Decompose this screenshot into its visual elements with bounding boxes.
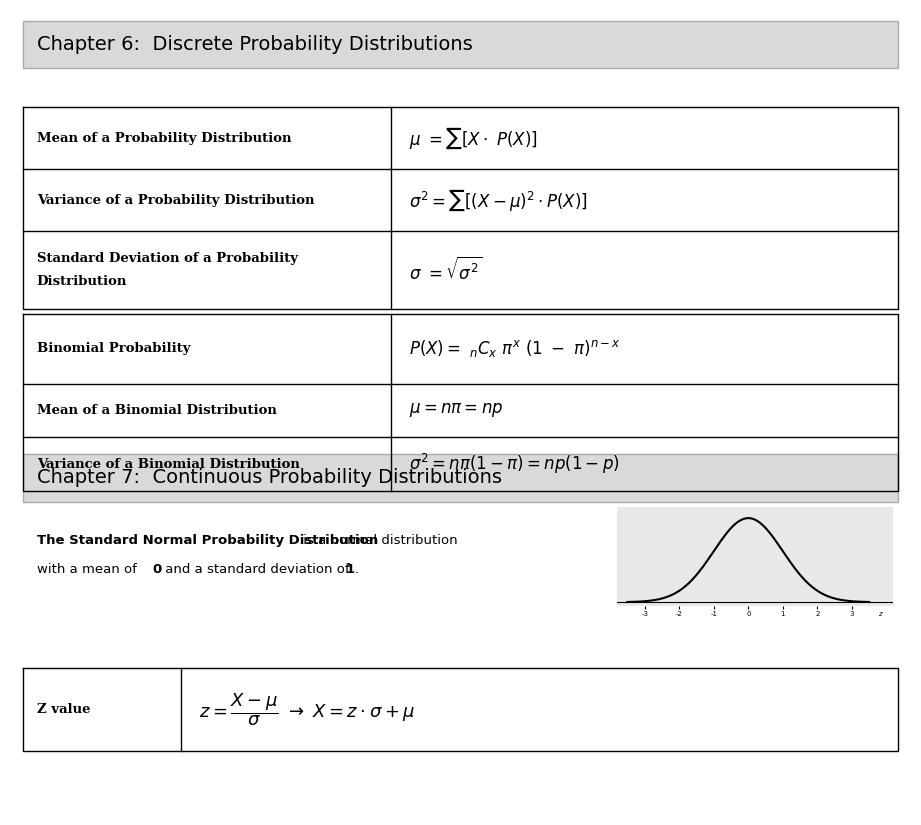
FancyBboxPatch shape bbox=[23, 454, 898, 502]
Text: Z value: Z value bbox=[37, 703, 90, 716]
Text: and a standard deviation of: and a standard deviation of bbox=[161, 563, 354, 576]
Text: Standard Deviation of a Probability: Standard Deviation of a Probability bbox=[37, 252, 297, 265]
Text: $\sigma^2 = n\pi(1 - \pi) = np(1-p)$: $\sigma^2 = n\pi(1 - \pi) = np(1-p)$ bbox=[409, 452, 620, 476]
Text: Variance of a Probability Distribution: Variance of a Probability Distribution bbox=[37, 194, 314, 206]
Text: $\sigma \ = \sqrt{\sigma^2}$: $\sigma \ = \sqrt{\sigma^2}$ bbox=[409, 257, 482, 284]
Text: 0: 0 bbox=[152, 563, 161, 576]
Text: $z = \dfrac{X - \mu}{\sigma} \ \rightarrow \ X = z \cdot \sigma + \mu$: $z = \dfrac{X - \mu}{\sigma} \ \rightarr… bbox=[199, 691, 415, 728]
Text: is a normal distribution: is a normal distribution bbox=[299, 534, 458, 547]
Text: with a mean of: with a mean of bbox=[37, 563, 141, 576]
Text: Chapter 7:  Continuous Probability Distributions: Chapter 7: Continuous Probability Distri… bbox=[37, 468, 502, 488]
Text: Mean of a Probability Distribution: Mean of a Probability Distribution bbox=[37, 132, 291, 144]
Text: $\sigma^2 = \sum [(X - \mu)^2 \cdot P(X)]$: $\sigma^2 = \sum [(X - \mu)^2 \cdot P(X)… bbox=[409, 187, 588, 213]
Text: Mean of a Binomial Distribution: Mean of a Binomial Distribution bbox=[37, 404, 276, 417]
Text: .: . bbox=[355, 563, 358, 576]
Text: $P(X) = \ _nC_x\ \pi^x\ (1 \ - \ \pi)^{n-x}$: $P(X) = \ _nC_x\ \pi^x\ (1 \ - \ \pi)^{n… bbox=[409, 338, 621, 359]
FancyBboxPatch shape bbox=[23, 21, 898, 68]
Text: 1: 1 bbox=[345, 563, 355, 576]
Text: Binomial Probability: Binomial Probability bbox=[37, 342, 191, 355]
Text: Chapter 6:  Discrete Probability Distributions: Chapter 6: Discrete Probability Distribu… bbox=[37, 35, 472, 54]
Text: $\mu = n\pi = np$: $\mu = n\pi = np$ bbox=[409, 402, 504, 419]
Text: $\mu \ = \sum [X \cdot\ P(X)]$: $\mu \ = \sum [X \cdot\ P(X)]$ bbox=[409, 125, 538, 151]
Text: Distribution: Distribution bbox=[37, 276, 127, 289]
Text: Variance of a Binomial Distribution: Variance of a Binomial Distribution bbox=[37, 458, 299, 470]
Text: The Standard Normal Probability Distribution: The Standard Normal Probability Distribu… bbox=[37, 534, 379, 547]
